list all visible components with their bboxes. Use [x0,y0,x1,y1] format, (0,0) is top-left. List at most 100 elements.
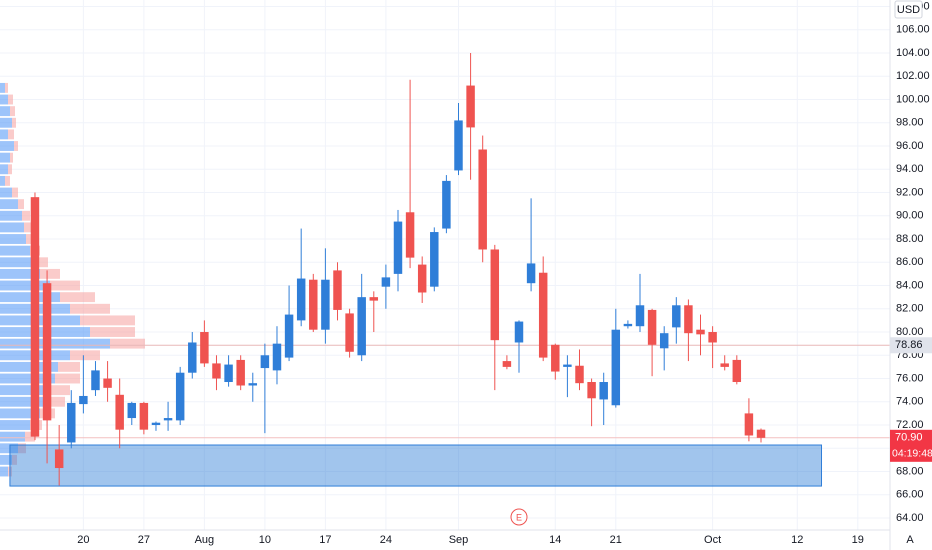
candle-body [635,305,645,327]
x-tick-label: 21 [610,534,622,546]
volume-down-bar [60,292,95,303]
volume-down-bar [24,222,32,233]
volume-up-bar [0,361,58,372]
candle-body [526,263,536,284]
candle-body [260,355,270,369]
y-tick-label: 74.00 [896,396,924,408]
candle-body [127,402,137,419]
candle-body [538,272,548,358]
volume-down-bar [18,443,26,454]
volume-down-bar [8,94,13,105]
volume-down-bar [22,210,30,221]
volume-up-bar [0,129,8,140]
volume-up-bar [0,152,10,163]
volume-down-bar [34,257,48,268]
candle-body [175,372,185,421]
candle-body [248,383,258,386]
y-tick-label: 80.00 [896,326,924,338]
volume-down-bar [18,199,24,210]
countdown-label: 04:19:48 [892,448,932,460]
candle-body [30,197,40,437]
candle-body [91,370,100,391]
earnings-marker[interactable]: E [516,512,522,522]
volume-down-bar [70,350,100,361]
y-tick-label: 86.00 [896,256,924,268]
x-tick-label: Sep [449,534,469,546]
currency-box[interactable] [894,0,923,19]
poc-tag [890,337,932,354]
volume-up-bar [0,292,60,303]
volume-up-bar [0,187,12,198]
candle-body [442,180,451,229]
x-tick-label: Oct [704,534,721,546]
candle-body [502,361,512,367]
candle-body [115,394,124,430]
volume-up-bar [0,234,26,244]
candle-body [587,382,596,399]
earnings-icon[interactable] [510,508,528,526]
candle-body [345,313,354,352]
candle-body [720,363,729,367]
currency[interactable]: USD [897,4,920,16]
y-tick-label: 104.00 [896,47,930,59]
candle-body [139,402,149,430]
candle-body [466,85,475,128]
x-tick-label: 17 [319,534,331,546]
x-tick-label: Aug [195,534,215,546]
x-tick-label: 10 [259,534,271,546]
y-tick-label: 88.00 [896,233,924,245]
volume-up-bar [0,268,40,279]
candle-body [405,212,415,258]
volume-up-bar [0,94,8,105]
x-tick-label: 12 [791,534,803,546]
candle-body [647,309,657,345]
volume-down-bar [45,396,65,407]
candle-body [188,342,197,373]
volume-up-bar [0,466,8,477]
candle-body [756,429,766,438]
y-tick-label: 96.00 [896,140,924,152]
volume-up-bar [0,443,18,454]
last-price-label: 70.90 [895,432,923,444]
candle-body [708,332,717,343]
candle-body [151,422,161,426]
volume-down-bar [10,152,13,163]
candle-body [224,364,233,383]
candle-body [732,359,742,383]
poc-label: 78.86 [895,339,923,351]
candle-body [309,279,318,330]
volume-up-bar [0,408,40,419]
volume-up-bar [0,245,30,256]
candle-body [659,333,669,349]
y-tick-label: 72.00 [896,419,924,431]
y-tick-label: 94.00 [896,163,924,175]
y-tick-label: 76.00 [896,372,924,384]
candle-body [611,329,621,406]
candle-body [393,221,403,274]
x-tick-label: 14 [549,534,561,546]
volume-up-bar [0,315,80,326]
candle-body [381,277,391,287]
candle-body [272,343,282,371]
candle-body [67,402,76,443]
volume-down-bar [40,268,60,279]
volume-down-bar [55,373,80,384]
candle-body [490,249,500,341]
volume-down-bar [12,454,17,465]
candle-body [284,314,294,358]
candle-body [623,323,633,327]
volume-down-bar [110,338,145,349]
x-tick-label: 27 [138,534,150,546]
candle-body [551,344,560,372]
y-tick-label: 98.00 [896,117,924,129]
auto-scale-button[interactable]: A [906,534,914,546]
volume-down-bar [10,106,15,117]
x-tick-label: 20 [77,534,89,546]
volume-up-bar [0,82,5,93]
y-tick-label: 100.00 [896,93,930,105]
volume-up-bar [0,210,22,221]
candle-body [54,449,64,469]
candle-body [417,264,427,293]
candle-body [563,364,572,367]
